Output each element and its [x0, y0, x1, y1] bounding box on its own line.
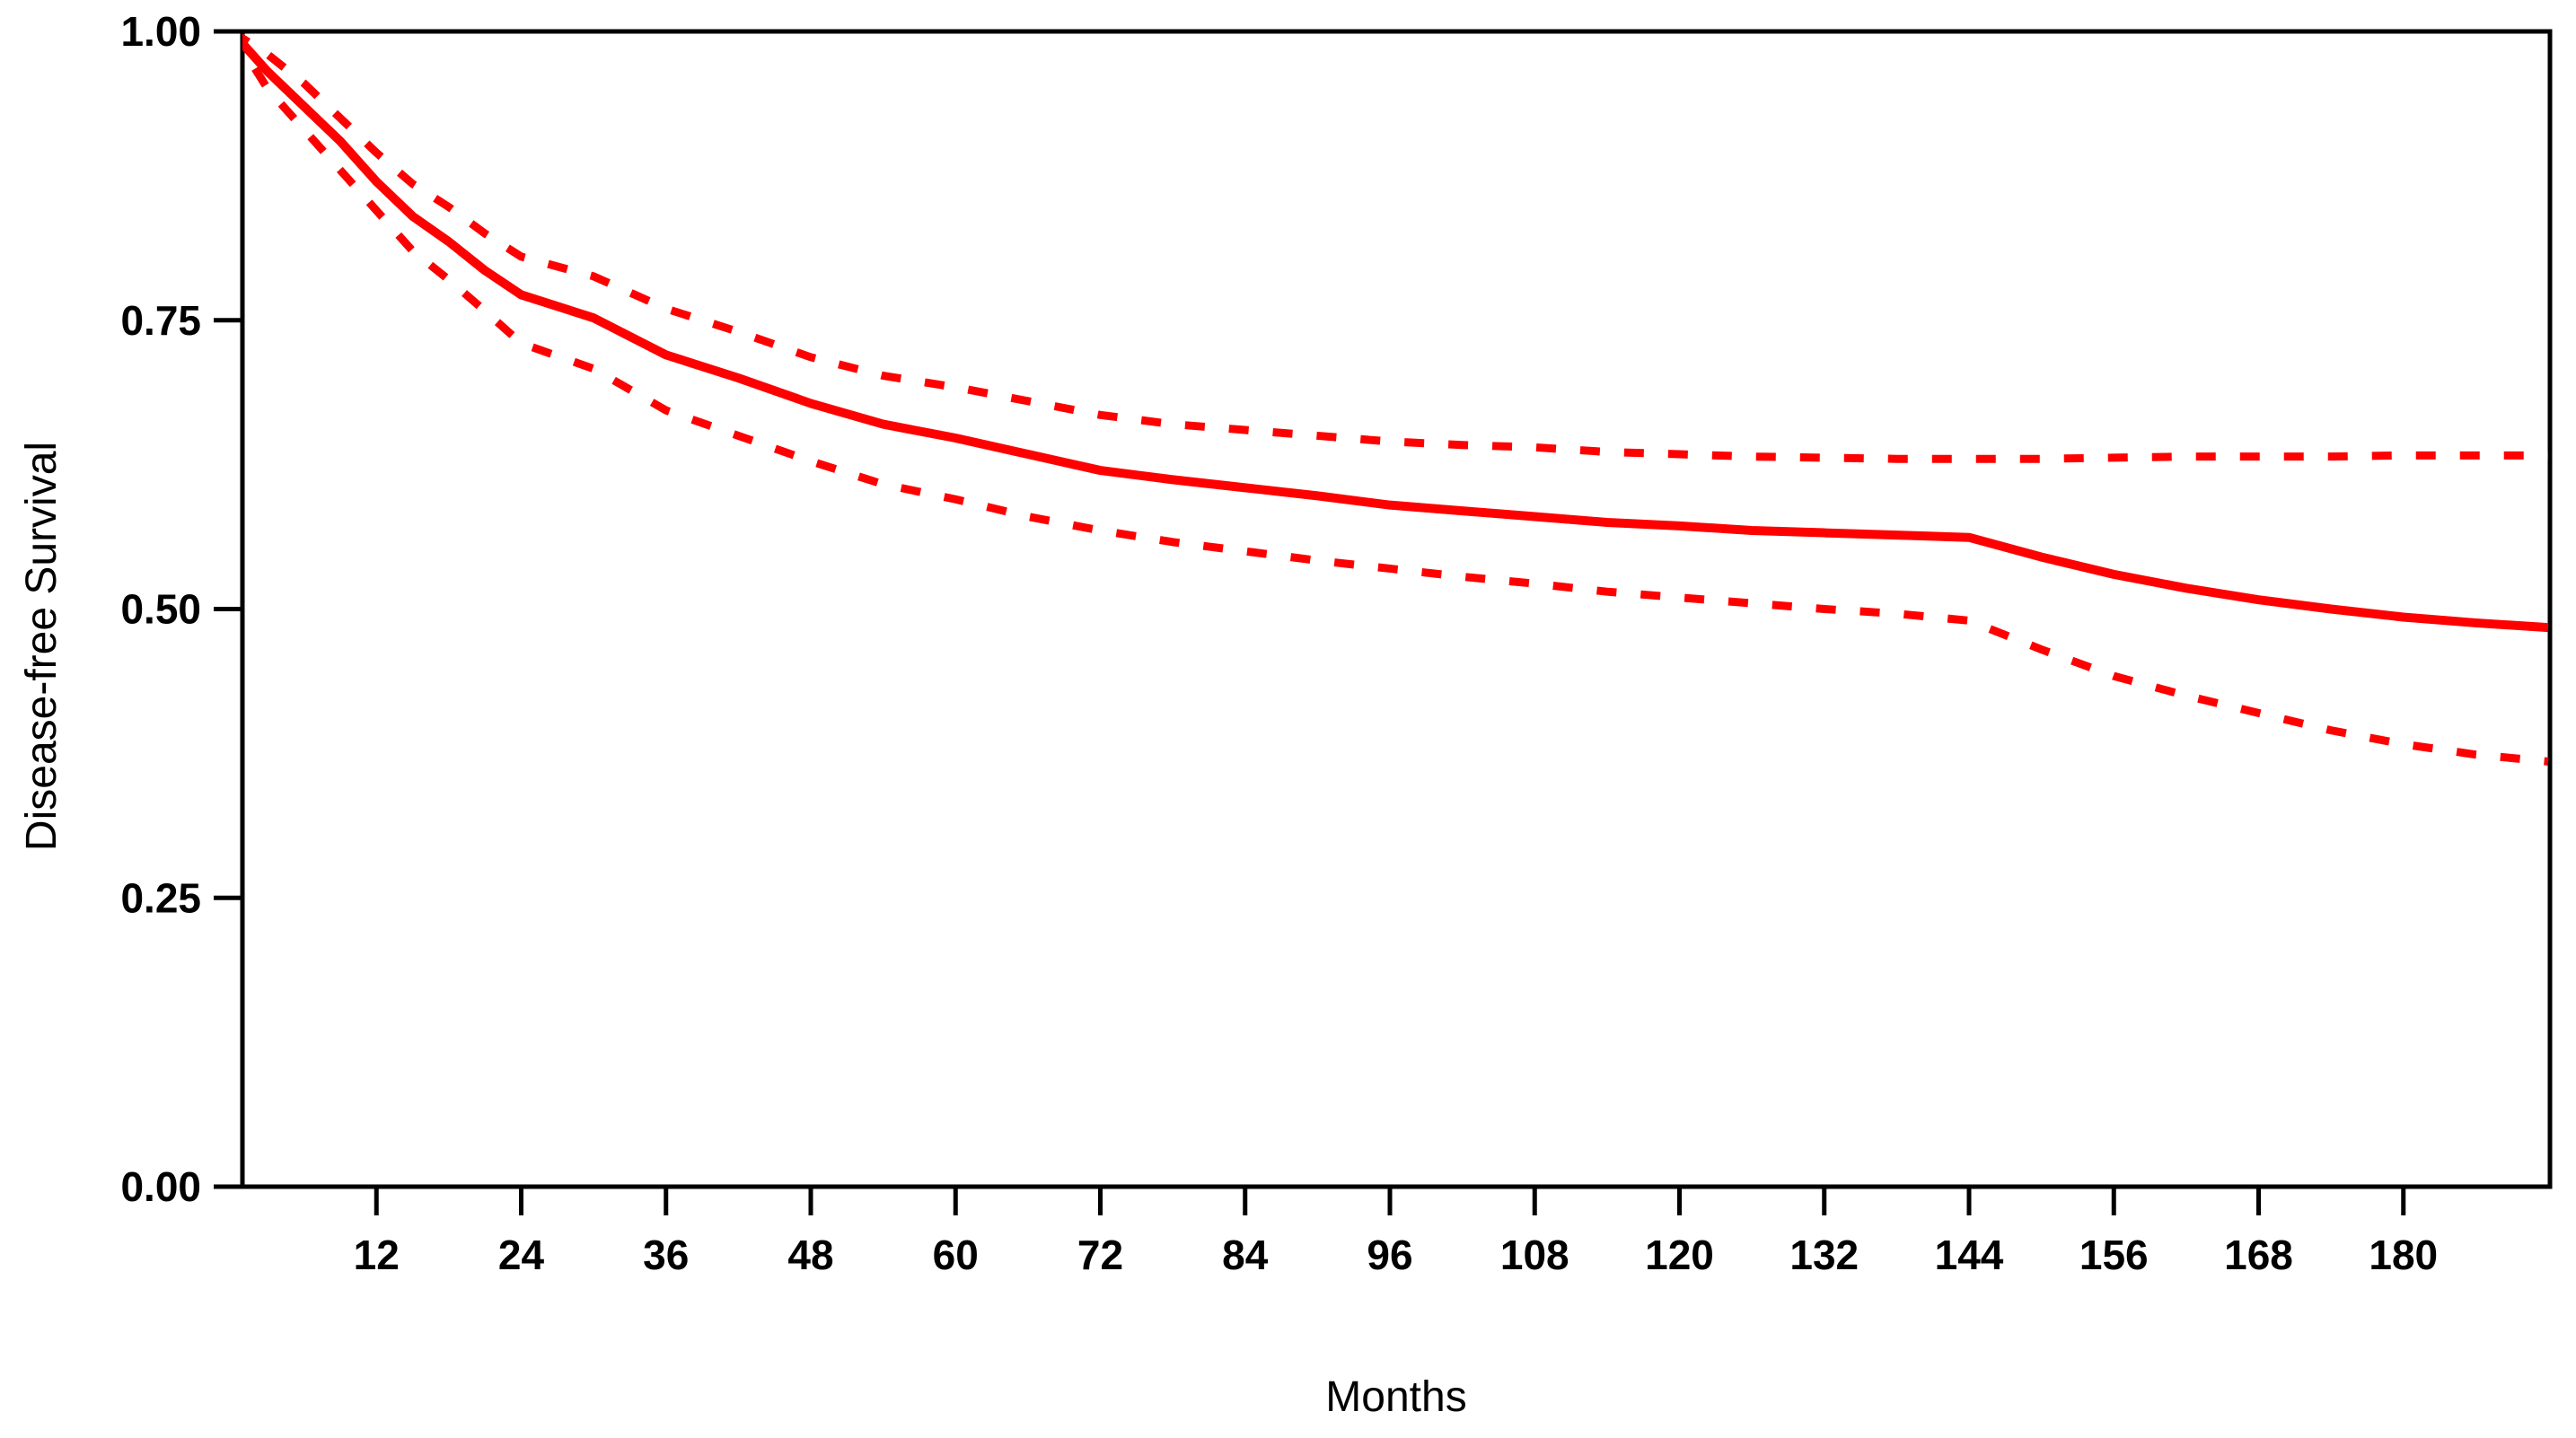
x-tick-label: 120: [1645, 1232, 1714, 1278]
y-tick-label: 0.00: [120, 1163, 201, 1210]
upper-ci-curve: [242, 33, 2548, 463]
y-axis-ticks: 0.00 0.25 0.50 0.75 1.00: [120, 8, 242, 1210]
x-tick-label: 144: [1935, 1232, 2004, 1278]
y-tick-label: 0.25: [120, 874, 201, 921]
x-tick-label: 48: [787, 1232, 833, 1278]
x-tick-label: 96: [1367, 1232, 1412, 1278]
survival-curve: [242, 36, 2549, 633]
curves-group: [242, 33, 2549, 766]
x-tick-label: 180: [2369, 1232, 2438, 1278]
x-tick-label: 72: [1077, 1232, 1123, 1278]
lower-ci-curve: [242, 40, 2549, 766]
x-tick-label: 24: [498, 1232, 545, 1278]
y-axis-title: Disease-free Survival: [18, 442, 66, 851]
x-tick-label: 12: [354, 1232, 400, 1278]
y-tick-label: 1.00: [120, 8, 201, 55]
x-axis-title: Months: [1325, 1373, 1466, 1421]
y-tick-label: 0.50: [120, 586, 201, 633]
plot-border-box: [240, 29, 2553, 1189]
x-tick-label: 156: [2079, 1232, 2149, 1278]
x-tick-label: 108: [1500, 1232, 1569, 1278]
x-axis-ticks: 12 24 36 48 60 72 84 96 108 120 132 144 156 168 180: [354, 1187, 2438, 1278]
x-tick-label: 84: [1222, 1232, 1269, 1278]
x-tick-label: 60: [933, 1232, 979, 1278]
x-tick-label: 168: [2224, 1232, 2293, 1278]
x-tick-label: 36: [643, 1232, 689, 1278]
y-tick-label: 0.75: [120, 297, 201, 344]
x-tick-label: 132: [1789, 1232, 1859, 1278]
